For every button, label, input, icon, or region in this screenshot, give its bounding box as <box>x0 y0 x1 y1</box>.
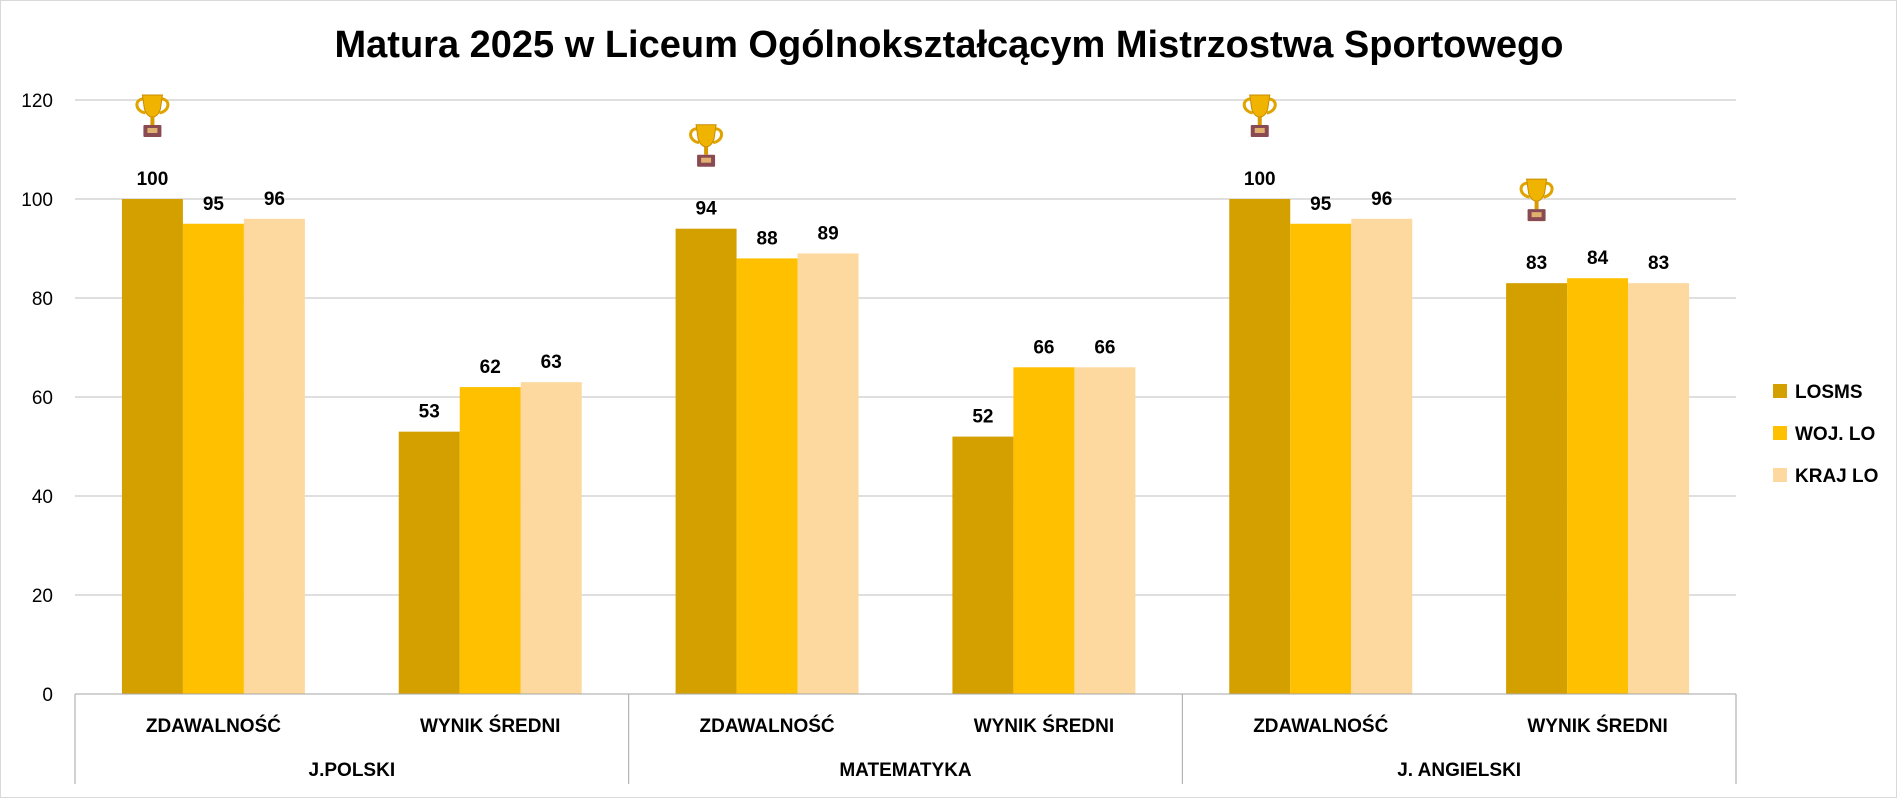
trophy-icon <box>1242 94 1277 137</box>
data-label: 89 <box>818 223 839 244</box>
data-label: 52 <box>972 407 993 428</box>
data-label: 66 <box>1094 337 1115 358</box>
data-label: 62 <box>480 357 501 378</box>
x-category-label: WYNIK ŚREDNI <box>1527 715 1667 737</box>
bar <box>1567 278 1629 694</box>
bar <box>1013 367 1075 694</box>
bar <box>736 258 798 694</box>
data-label: 100 <box>1244 169 1276 190</box>
legend: LOSMS WOJ. LO KRAJ LO <box>1773 382 1878 487</box>
y-tick-label: 0 <box>42 685 53 706</box>
trophy-icon <box>689 124 724 167</box>
data-label: 96 <box>1371 189 1392 210</box>
legend-swatch <box>1773 384 1787 398</box>
data-label: 53 <box>419 402 440 423</box>
gridlines <box>75 99 1736 596</box>
bar <box>1628 283 1690 694</box>
legend-label: KRAJ LO <box>1795 466 1878 487</box>
y-tick-label: 60 <box>32 388 53 409</box>
legend-swatch <box>1773 468 1787 482</box>
bars <box>121 199 1690 695</box>
bar <box>1074 367 1136 694</box>
legend-label: LOSMS <box>1795 382 1863 403</box>
bar <box>459 387 521 694</box>
data-label: 66 <box>1033 337 1054 358</box>
x-category-label: WYNIK ŚREDNI <box>420 715 560 737</box>
x-group-label: J.POLSKI <box>309 760 396 781</box>
x-category-label: ZDAWALNOŚĆ <box>1253 715 1388 737</box>
data-label: 95 <box>1310 194 1332 215</box>
data-label: 88 <box>757 228 778 249</box>
bar <box>243 218 305 695</box>
y-tick-label: 100 <box>21 190 53 211</box>
x-group-label: J. ANGIELSKI <box>1397 760 1521 781</box>
x-group-label: MATEMATYKA <box>839 760 972 781</box>
bar <box>121 199 183 694</box>
y-tick-label: 20 <box>32 586 53 607</box>
trophy-icon <box>1519 178 1554 222</box>
chart-title: Matura 2025 w Liceum Ogólnokształcącym M… <box>335 24 1564 66</box>
x-category-label: WYNIK ŚREDNI <box>974 715 1114 737</box>
bar <box>182 223 244 694</box>
data-label: 63 <box>541 352 562 373</box>
data-label: 96 <box>264 189 285 210</box>
x-category-label: ZDAWALNOŚĆ <box>146 715 281 737</box>
bar <box>1229 199 1291 694</box>
y-tick-label: 120 <box>21 91 53 112</box>
x-category-label: ZDAWALNOŚĆ <box>700 715 835 737</box>
bar <box>797 253 859 694</box>
data-label: 83 <box>1648 253 1669 274</box>
data-label: 95 <box>203 194 225 215</box>
y-tick-label: 40 <box>32 487 53 508</box>
data-label: 100 <box>137 169 169 190</box>
data-label: 84 <box>1587 248 1609 269</box>
bar <box>1290 223 1352 694</box>
bar <box>952 436 1014 694</box>
data-labels: 100 95 96 53 62 63 94 88 89 52 66 66 100 95 96 83 84 83 <box>137 169 1670 428</box>
axes: 0 20 40 60 80 100 120 ZDAWALNOŚĆ WYNIK ŚREDNI ZDA… <box>21 91 1737 784</box>
bar <box>675 228 737 694</box>
trophies <box>135 94 1554 222</box>
bar <box>398 431 460 694</box>
data-label: 83 <box>1526 253 1547 274</box>
y-tick-label: 80 <box>32 289 53 310</box>
bar <box>520 382 582 694</box>
trophy-icon <box>135 94 170 137</box>
legend-label: WOJ. LO <box>1795 424 1875 445</box>
data-label: 94 <box>696 199 718 220</box>
legend-swatch <box>1773 426 1787 440</box>
bar <box>1506 283 1568 694</box>
bar <box>1351 218 1413 695</box>
